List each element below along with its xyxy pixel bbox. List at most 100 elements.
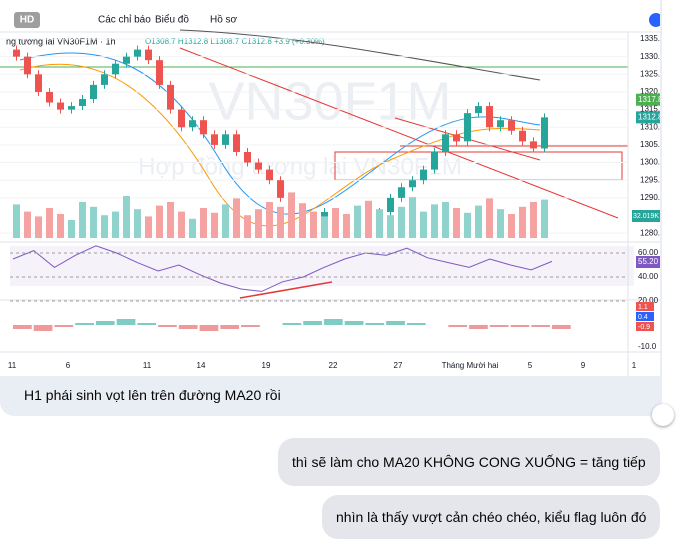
volume-tag-bg	[632, 210, 660, 222]
price-tick-label: 1330.0	[640, 52, 660, 61]
rsi-line	[12, 245, 553, 292]
message: nhìn là thấy vượt cản chéo chéo, kiểu fl…	[322, 495, 661, 539]
macd-bar	[510, 325, 530, 327]
candle	[134, 49, 141, 57]
volume-bar	[519, 206, 526, 238]
volume-bar	[35, 216, 42, 238]
volume-bar	[321, 216, 328, 238]
macd-bar	[552, 325, 571, 329]
candle	[200, 120, 207, 135]
macd-tag: -0.9	[638, 324, 650, 331]
volume-bar	[244, 215, 251, 238]
macd-bar	[158, 325, 177, 327]
candle	[519, 130, 526, 142]
rsi-tag: 55.20	[638, 257, 659, 266]
candle	[409, 180, 416, 188]
watermark: VN30F1M	[208, 71, 451, 131]
macd-bar	[365, 323, 385, 325]
candle	[178, 109, 185, 128]
trend-line	[239, 281, 333, 299]
volume-bar	[123, 196, 130, 238]
volume-bar	[68, 220, 75, 238]
volume-bar	[46, 208, 53, 238]
macd-bar	[531, 325, 550, 327]
macd-bar	[282, 323, 302, 325]
price-tick-label: 1295.0	[640, 175, 660, 184]
price-tick-label: 1335.0	[640, 34, 660, 43]
price-tick-label: 1305.0	[640, 140, 660, 149]
candle	[222, 134, 229, 145]
volume-bar	[398, 206, 405, 238]
macd-tag-bg	[636, 302, 654, 311]
rsi-tick-label: 60.00	[638, 248, 659, 257]
macd-bar	[178, 325, 198, 329]
price-tag	[636, 93, 660, 106]
volume-bar	[222, 204, 229, 238]
candle	[35, 74, 42, 92]
x-tick-label: 9	[581, 361, 586, 370]
price-tag-label: 1312.8	[638, 112, 660, 121]
candle	[420, 169, 427, 181]
macd-bar	[116, 319, 136, 325]
ma-line	[179, 29, 541, 81]
macd-bar	[220, 325, 240, 329]
volume-bar	[101, 215, 108, 238]
badge: HD	[20, 15, 34, 26]
macd-bar	[241, 325, 260, 327]
candle	[398, 187, 405, 198]
volume-bar	[189, 218, 196, 238]
volume-bar	[343, 214, 350, 238]
candle	[46, 91, 53, 103]
macd-bar	[489, 325, 509, 327]
candle	[464, 113, 471, 142]
candle	[387, 197, 394, 212]
volume-bar	[57, 214, 64, 238]
watermark-sub: Hợp đồng tương lai VN30F1M	[138, 153, 462, 180]
volume-bar	[200, 208, 207, 238]
volume-bar	[332, 208, 339, 238]
candle	[79, 99, 86, 107]
x-tick-label: 27	[394, 361, 403, 370]
candle	[211, 134, 218, 145]
candle	[266, 169, 273, 181]
legend: ng tương lai VN30F1M · 1h	[6, 36, 115, 46]
volume-tag: 32.019K	[633, 213, 659, 220]
volume-bar	[145, 216, 152, 238]
volume-bar	[310, 211, 317, 238]
volume-bar	[13, 204, 20, 238]
candle	[123, 56, 130, 64]
price-tick-label: 1280.0	[640, 228, 660, 237]
volume-bar	[365, 200, 372, 238]
volume-bar	[387, 215, 394, 238]
like-button[interactable]	[652, 404, 674, 426]
toolbar-item[interactable]: Biểu đồ	[155, 14, 189, 26]
volume-bar	[167, 202, 174, 238]
candle	[453, 134, 460, 142]
candle	[189, 120, 196, 128]
candle	[255, 162, 262, 170]
candle	[101, 74, 108, 85]
macd-bar	[406, 323, 426, 325]
price-tick-label: 1310.0	[640, 122, 660, 131]
volume-bar	[233, 198, 240, 238]
volume-bar	[530, 202, 537, 238]
candle	[497, 120, 504, 128]
volume-bar	[24, 211, 31, 238]
candle	[13, 49, 20, 57]
rsi-tick-label: 20.00	[638, 296, 659, 305]
volume-bar	[453, 208, 460, 238]
toolbar-item[interactable]: Các chỉ báo	[98, 14, 151, 26]
volume-bar	[431, 204, 438, 238]
x-tick-label: 22	[329, 361, 338, 370]
candle	[156, 60, 163, 85]
volume-bar	[541, 199, 548, 238]
x-tick-label: Tháng Mười hai	[442, 361, 499, 370]
volume-bar	[156, 205, 163, 238]
volume-bar	[442, 202, 449, 238]
x-tick-label: 11	[143, 361, 152, 370]
volume-bar	[376, 209, 383, 238]
x-tick-label: 5	[528, 361, 533, 370]
toolbar-item[interactable]: Hồ sơ	[210, 14, 238, 26]
volume-bar	[508, 214, 515, 238]
